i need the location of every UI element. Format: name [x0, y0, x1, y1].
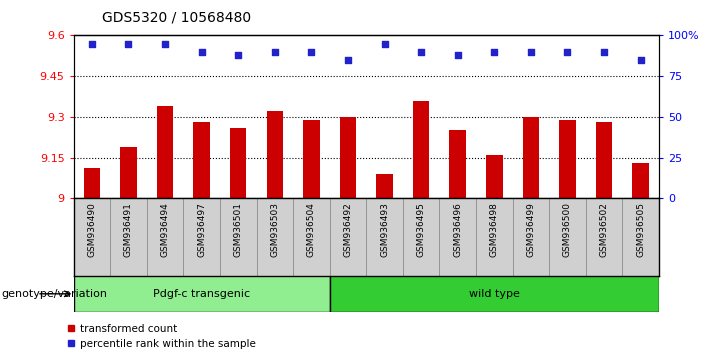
Bar	[622, 198, 659, 276]
Point	[306, 49, 317, 55]
Bar	[266, 112, 283, 198]
Text: GSM936492: GSM936492	[343, 202, 353, 257]
Bar	[449, 130, 466, 198]
Bar	[549, 198, 586, 276]
Point	[86, 41, 97, 46]
Bar	[403, 198, 440, 276]
Text: GSM936494: GSM936494	[161, 202, 170, 257]
Point	[123, 41, 134, 46]
Text: GSM936502: GSM936502	[599, 202, 608, 257]
Point	[379, 41, 390, 46]
Point	[342, 57, 353, 63]
Text: GDS5320 / 10568480: GDS5320 / 10568480	[102, 11, 251, 25]
Bar	[440, 198, 476, 276]
Point	[562, 49, 573, 55]
Bar	[110, 198, 147, 276]
Text: GSM936495: GSM936495	[416, 202, 426, 257]
Bar	[413, 101, 430, 198]
Point	[416, 49, 427, 55]
Bar	[193, 122, 210, 198]
Point	[269, 49, 280, 55]
Point	[599, 49, 610, 55]
Bar	[230, 128, 247, 198]
Bar	[476, 198, 512, 276]
Bar	[523, 117, 539, 198]
Bar	[74, 276, 329, 312]
Text: GSM936504: GSM936504	[307, 202, 316, 257]
Point	[635, 57, 646, 63]
Bar	[220, 198, 257, 276]
Point	[233, 52, 244, 58]
Bar	[376, 174, 393, 198]
Bar	[486, 155, 503, 198]
Bar	[157, 106, 173, 198]
Bar	[559, 120, 576, 198]
Text: GSM936498: GSM936498	[490, 202, 499, 257]
Bar	[83, 169, 100, 198]
Bar	[632, 163, 649, 198]
Text: GSM936497: GSM936497	[197, 202, 206, 257]
Text: GSM936491: GSM936491	[124, 202, 133, 257]
Bar	[147, 198, 184, 276]
Bar	[340, 117, 356, 198]
Text: GSM936490: GSM936490	[88, 202, 97, 257]
Text: wild type: wild type	[469, 289, 519, 299]
Bar	[512, 198, 549, 276]
Point	[159, 41, 170, 46]
Text: GSM936505: GSM936505	[636, 202, 645, 257]
Text: Pdgf-c transgenic: Pdgf-c transgenic	[153, 289, 250, 299]
Bar	[121, 147, 137, 198]
Text: GSM936496: GSM936496	[454, 202, 462, 257]
Text: GSM936503: GSM936503	[271, 202, 279, 257]
Bar	[366, 198, 403, 276]
Bar	[596, 122, 612, 198]
Bar	[257, 198, 293, 276]
Text: GSM936499: GSM936499	[526, 202, 536, 257]
Legend: transformed count, percentile rank within the sample: transformed count, percentile rank withi…	[68, 324, 256, 349]
Point	[525, 49, 536, 55]
Text: genotype/variation: genotype/variation	[1, 289, 107, 299]
Text: GSM936501: GSM936501	[233, 202, 243, 257]
Bar	[184, 198, 220, 276]
Point	[196, 49, 207, 55]
Bar	[329, 276, 659, 312]
Bar	[74, 198, 110, 276]
Point	[452, 52, 463, 58]
Bar	[303, 120, 320, 198]
Bar	[586, 198, 622, 276]
Text: GSM936493: GSM936493	[380, 202, 389, 257]
Text: GSM936500: GSM936500	[563, 202, 572, 257]
Point	[489, 49, 500, 55]
Bar	[293, 198, 329, 276]
Bar	[329, 198, 366, 276]
